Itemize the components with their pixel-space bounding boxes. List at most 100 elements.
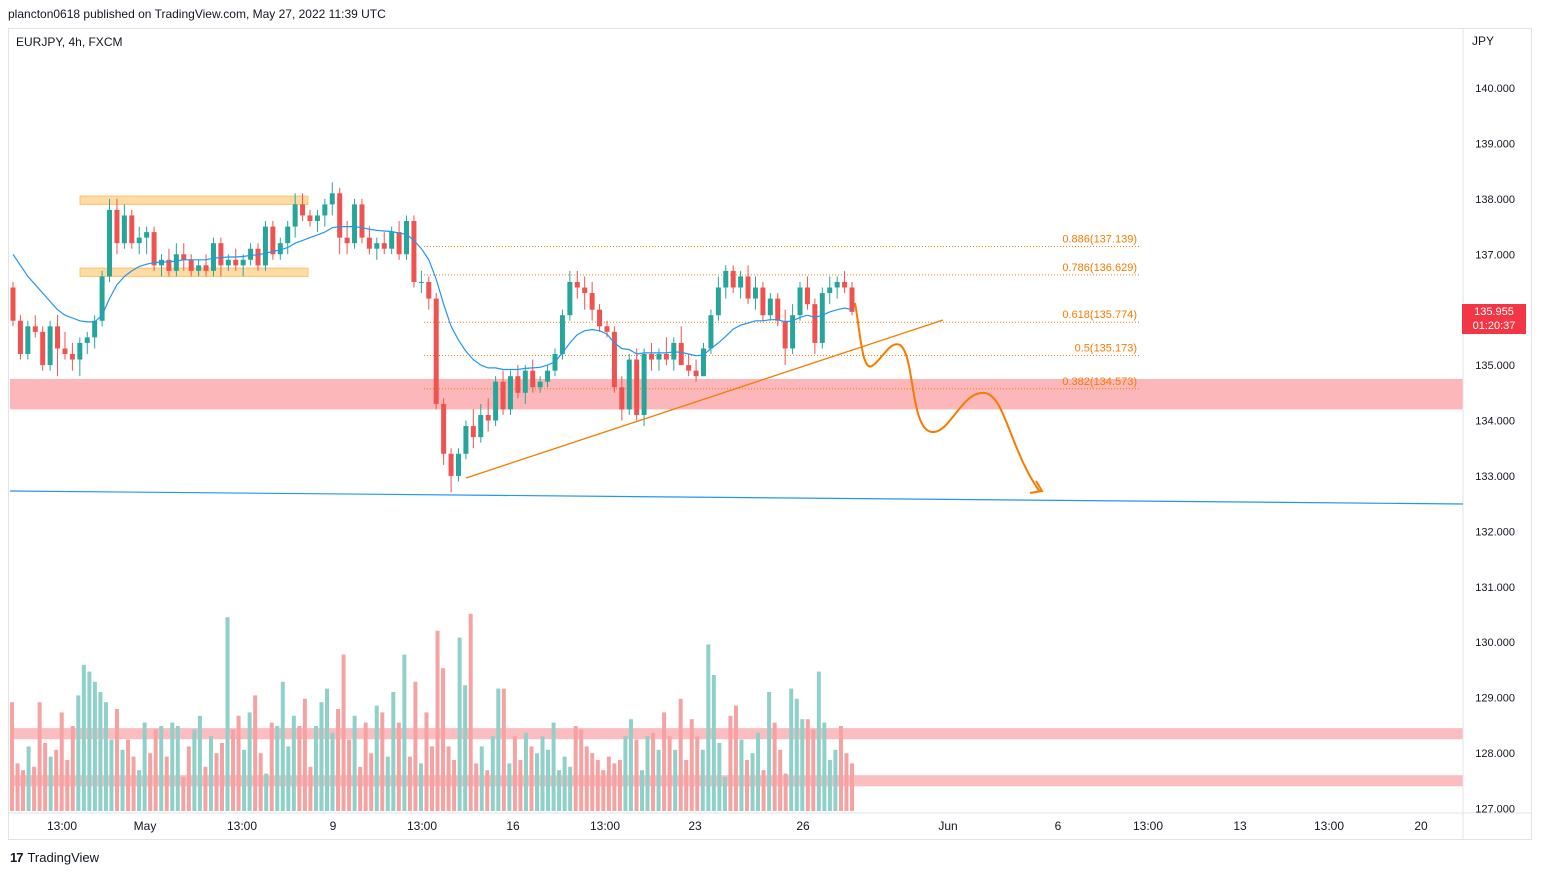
candle-body xyxy=(827,287,833,294)
volume-bar xyxy=(142,722,147,811)
volume-bar xyxy=(745,760,749,811)
candle-body xyxy=(203,265,209,271)
candle-body xyxy=(760,287,766,316)
volume-bar xyxy=(579,729,584,811)
y-tick-label: 135.000 xyxy=(1475,360,1515,372)
volume-bar xyxy=(628,719,633,811)
volume-bar xyxy=(424,712,429,811)
candle-body xyxy=(99,276,105,321)
candle-body xyxy=(782,320,788,349)
candle-body xyxy=(463,426,469,454)
volume-bar xyxy=(562,756,567,811)
candle-body xyxy=(537,381,543,388)
candle-body xyxy=(804,287,810,305)
volume-bar xyxy=(170,722,175,811)
candle-body xyxy=(404,221,410,255)
projection-arrow-icon xyxy=(1029,480,1044,494)
volume-bar xyxy=(822,722,827,811)
volume-bar xyxy=(286,746,291,811)
volume-bar xyxy=(711,675,716,811)
x-tick-label: Jun xyxy=(938,819,957,833)
volume-bar xyxy=(523,732,528,811)
brand-footer[interactable]: 17 TradingView xyxy=(10,850,99,865)
candle-body xyxy=(834,281,840,288)
volume-bar xyxy=(325,688,329,811)
volume-bar xyxy=(441,668,446,811)
volume-bar xyxy=(148,753,153,811)
chart-frame xyxy=(8,28,1532,840)
drawings-layer xyxy=(9,226,1464,505)
x-tick-label: 13:00 xyxy=(407,819,437,833)
candle-body xyxy=(77,342,83,360)
candle-body xyxy=(121,215,127,244)
x-tick-label: 26 xyxy=(796,819,810,833)
candle-body xyxy=(225,259,231,266)
volume-bar xyxy=(778,749,783,811)
volume-bar xyxy=(656,749,661,811)
candle-body xyxy=(107,209,113,277)
candle-body xyxy=(842,281,848,288)
volume-bar xyxy=(115,709,119,811)
volume-layer xyxy=(10,613,854,811)
candle-body xyxy=(745,276,751,299)
volume-bar xyxy=(634,739,639,811)
currency-label: JPY xyxy=(1472,34,1495,48)
candle-body xyxy=(381,243,387,249)
x-tick-label: 9 xyxy=(330,819,337,833)
candle-body xyxy=(84,337,90,343)
candle-body xyxy=(723,270,729,288)
volume-bar xyxy=(689,719,694,811)
volume-bar xyxy=(175,726,180,811)
volume-bar xyxy=(700,749,705,811)
candle-body xyxy=(656,354,662,360)
x-tick-label: 13:00 xyxy=(1133,819,1163,833)
volume-bar xyxy=(651,732,656,811)
candle-body xyxy=(693,370,699,377)
volume-bar xyxy=(363,722,368,811)
candle-body xyxy=(262,226,268,266)
candle-body xyxy=(92,320,98,338)
candle-body xyxy=(55,326,61,349)
volume-bar xyxy=(10,702,14,811)
candle-body xyxy=(448,453,454,476)
volume-bar xyxy=(789,688,794,811)
candle-body xyxy=(32,326,38,332)
volume-bar xyxy=(54,749,59,811)
y-tick-label: 138.000 xyxy=(1475,194,1515,206)
volume-bar xyxy=(313,726,318,811)
candle-body xyxy=(649,354,655,360)
range-zone xyxy=(79,195,309,205)
volume-bar xyxy=(192,729,197,811)
candle-body xyxy=(708,315,714,349)
candle-body xyxy=(240,259,246,266)
x-tick-label: 13:00 xyxy=(1314,819,1344,833)
volume-bar xyxy=(728,715,733,811)
volume-bar xyxy=(109,739,114,811)
volume-bar xyxy=(535,753,539,811)
volume-bar xyxy=(673,749,678,811)
volume-bar xyxy=(540,736,545,811)
candle-body xyxy=(545,370,551,382)
volume-bar xyxy=(81,664,86,811)
volume-bar xyxy=(92,681,97,811)
candle-body xyxy=(344,237,350,244)
candle-body xyxy=(300,204,306,216)
candle-body xyxy=(715,287,721,316)
bar-countdown: 01:20:37 xyxy=(1472,320,1516,332)
volume-bar xyxy=(242,749,247,811)
candle-body xyxy=(69,354,75,360)
fibonacci-layer: 0.886(137.139) 0.786(136.629) 0.618(135.77… xyxy=(424,234,1140,390)
volume-bar xyxy=(203,766,208,811)
candle-body xyxy=(493,381,499,421)
volume-bar xyxy=(159,726,164,811)
volume-bar xyxy=(413,681,418,811)
candle-body xyxy=(218,243,224,266)
x-tick-label: 20 xyxy=(1414,819,1428,833)
support-zone xyxy=(10,378,1463,410)
volume-bar xyxy=(258,753,263,811)
volume-bar xyxy=(485,770,490,811)
candle-body xyxy=(574,281,580,288)
volume-bar xyxy=(662,712,667,811)
volume-bar xyxy=(468,613,473,811)
